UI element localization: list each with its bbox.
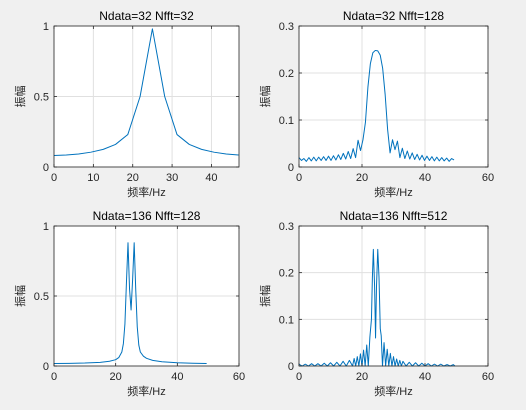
x-tick-label: 20 [356, 371, 368, 383]
plot-area [299, 226, 488, 366]
x-tick-label: 0 [296, 371, 302, 383]
y-axis-label: 振幅 [258, 86, 272, 108]
y-axis-label: 振幅 [258, 285, 272, 307]
y-tick-label: 0.2 [279, 68, 294, 80]
y-tick-label: 0.3 [279, 221, 294, 233]
x-tick-label: 40 [205, 172, 217, 184]
y-tick-label: 0.2 [279, 268, 294, 280]
x-axis-label: 频率/Hz [374, 185, 413, 199]
series-line [53, 242, 207, 364]
x-tick-label: 40 [171, 371, 183, 383]
x-axis-label: 频率/Hz [374, 384, 413, 398]
y-axis-label: 振幅 [13, 86, 27, 108]
x-tick-label: 40 [419, 371, 431, 383]
series-line [298, 248, 456, 367]
chart-title: Ndata=32 Nfft=32 [99, 9, 194, 23]
y-tick-label: 0.1 [279, 314, 294, 326]
axes-box [298, 225, 489, 367]
subplot-2: 0 20 40 60 0 0.1 0.2 0.3 Ndata=32 Nfft=128 频率/Hz 振… [258, 9, 494, 199]
x-axis-label: 频率/Hz [127, 384, 166, 398]
x-tick-label: 0 [51, 371, 57, 383]
y-tick-label: 0.5 [34, 92, 49, 104]
y-tick-label: 0.5 [34, 291, 49, 303]
y-tick-label: 0 [288, 162, 294, 174]
y-tick-label: 0.3 [279, 21, 294, 33]
subplot-1: 0 10 20 30 40 0 0.5 1 Ndata=32 Nfft=32 频率/Hz 振幅 [13, 9, 240, 199]
series-line [53, 28, 239, 156]
x-tick-label: 60 [233, 371, 245, 383]
plot-area [299, 26, 488, 167]
x-tick-label: 10 [87, 172, 99, 184]
y-tick-label: 0 [43, 162, 49, 174]
series-line [298, 49, 455, 162]
x-tick-label: 20 [110, 371, 122, 383]
x-tick-label: 20 [127, 172, 139, 184]
y-tick-label: 0 [43, 361, 49, 373]
y-axis-label: 振幅 [13, 285, 27, 307]
x-tick-label: 60 [482, 371, 494, 383]
x-tick-label: 0 [296, 172, 302, 184]
y-tick-label: 0 [288, 361, 294, 373]
subplot-4: 0 20 40 60 0 0.1 0.2 0.3 Ndata=136 Nfft=512 频率/Hz… [258, 209, 494, 398]
subplot-3: 0 20 40 60 0 0.5 1 Ndata=136 Nfft=128 频率/Hz 振幅 [13, 209, 245, 398]
y-tick-label: 1 [43, 221, 49, 233]
x-axis-label: 频率/Hz [127, 185, 166, 199]
x-tick-label: 30 [166, 172, 178, 184]
axes-box [298, 25, 489, 168]
x-tick-label: 20 [356, 172, 368, 184]
x-tick-label: 0 [51, 172, 57, 184]
y-tick-label: 1 [43, 21, 49, 33]
chart-title: Ndata=136 Nfft=512 [340, 209, 448, 223]
y-tick-label: 0.1 [279, 115, 294, 127]
chart-title: Ndata=32 Nfft=128 [343, 9, 445, 23]
x-tick-label: 40 [419, 172, 431, 184]
x-tick-label: 60 [482, 172, 494, 184]
chart-title: Ndata=136 Nfft=128 [93, 209, 201, 223]
